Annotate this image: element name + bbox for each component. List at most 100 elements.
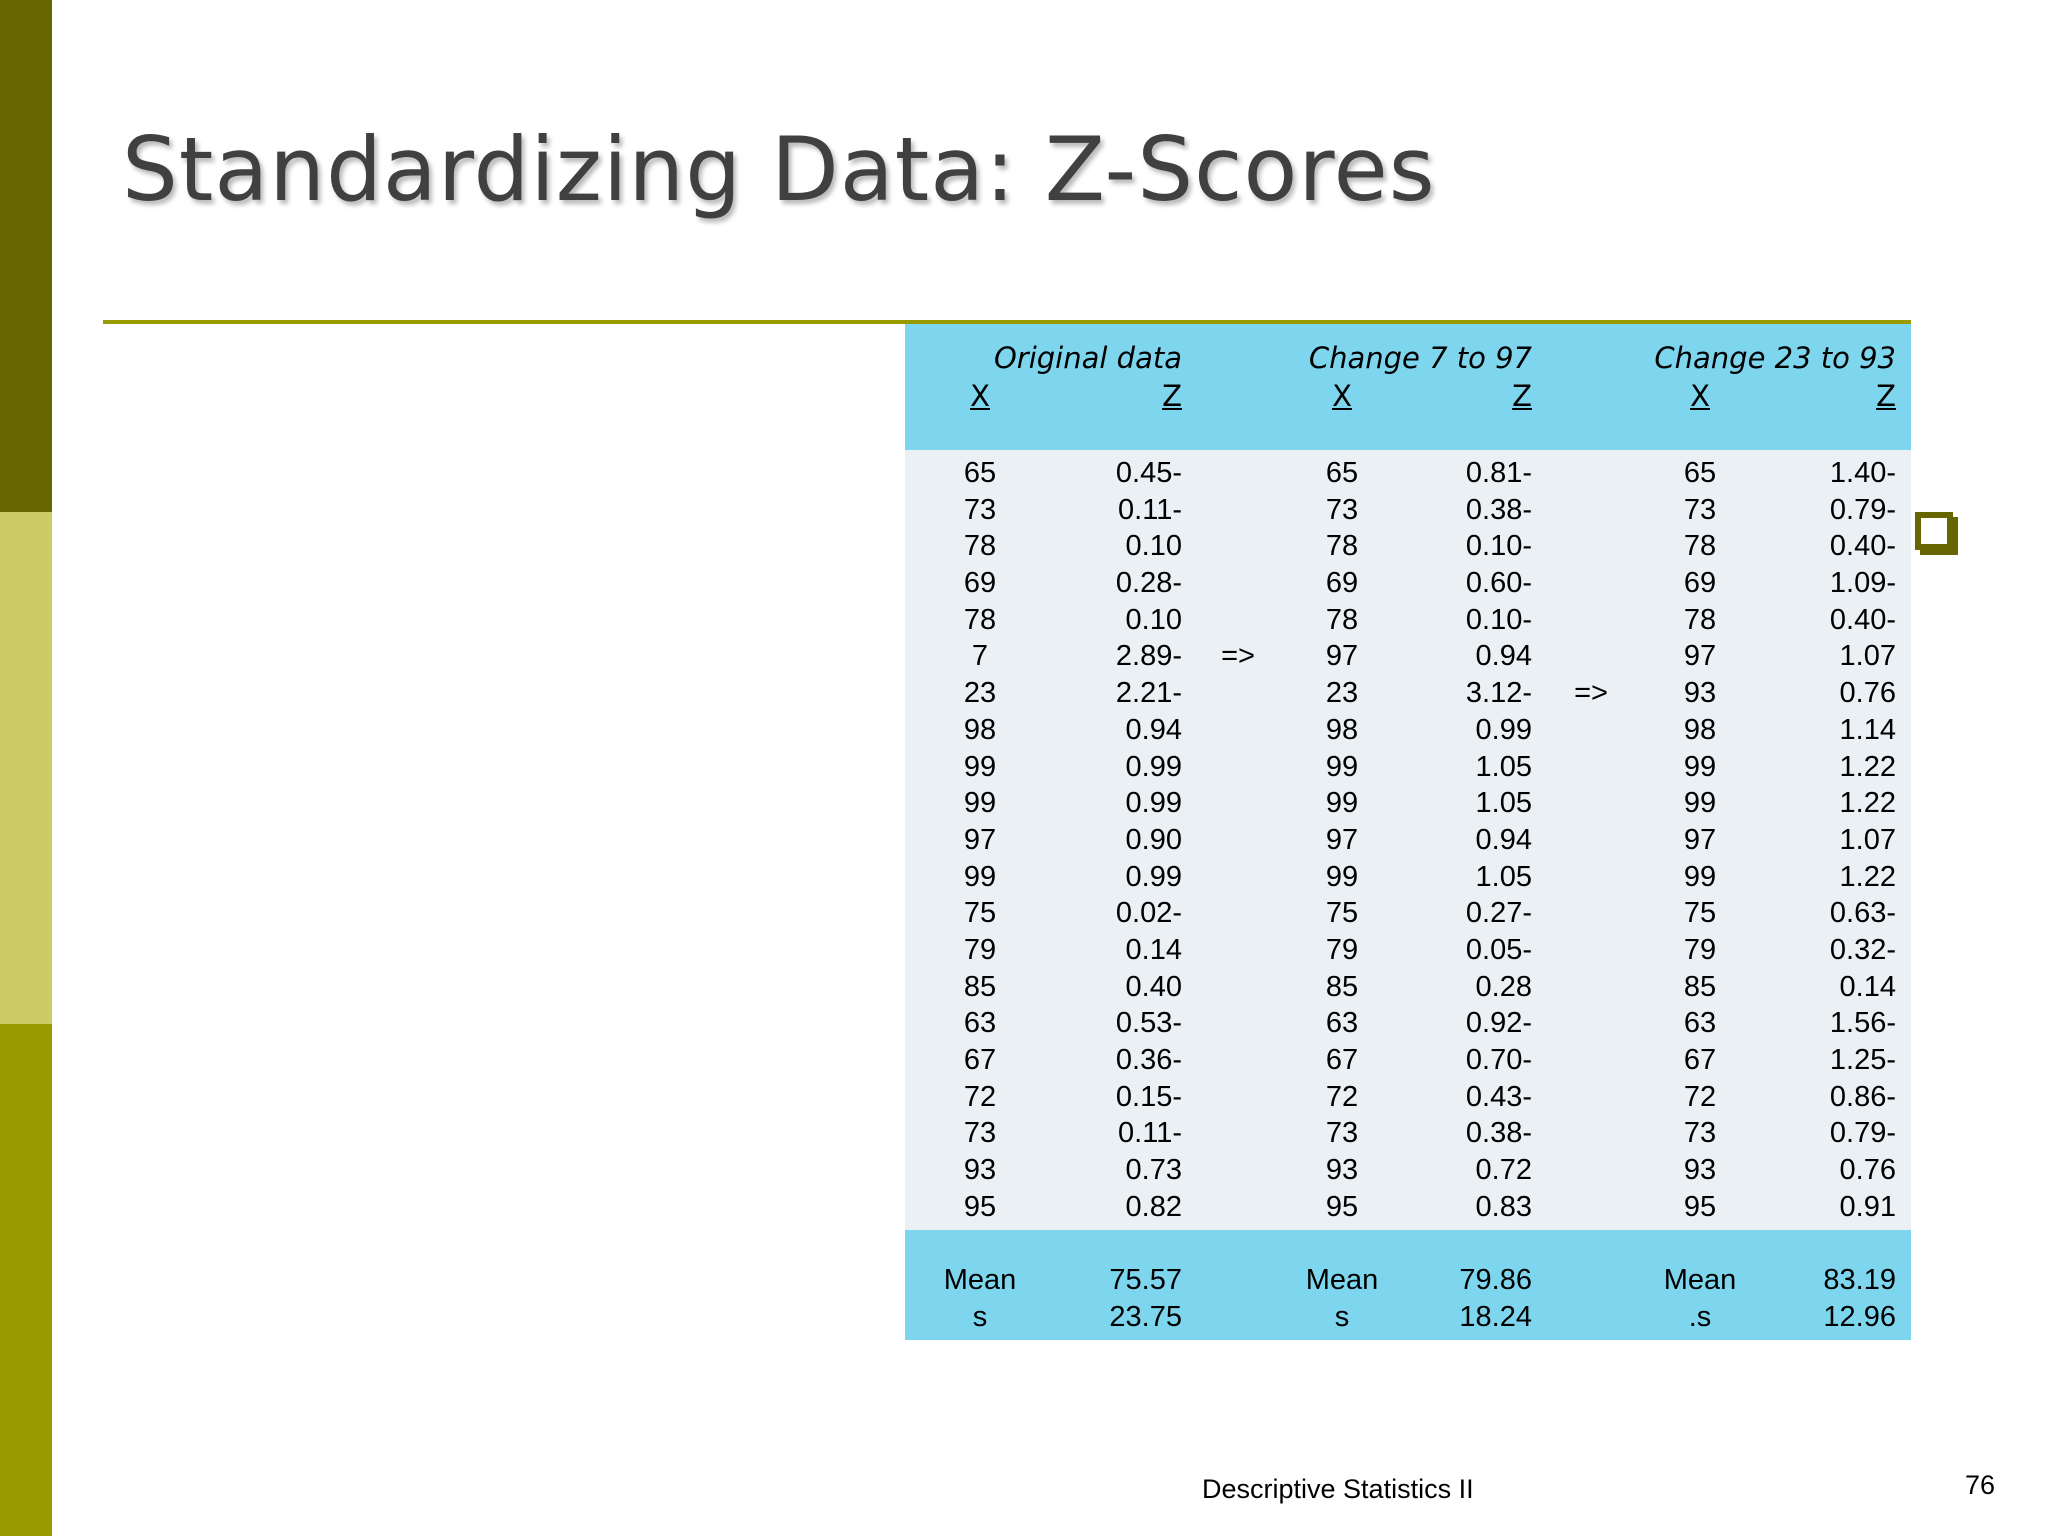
cell-x3: 65 — [1683, 457, 1717, 489]
cell-z2: 0.72 — [1475, 1154, 1532, 1187]
cell-z3: 0.14 — [1839, 970, 1896, 1003]
cell-x1: 85 — [963, 970, 997, 1003]
cell-z3: 0.32- — [1829, 933, 1896, 966]
cell-x3: 93 — [1683, 677, 1717, 710]
table-row: 93 0.73 93 0.72 93 0.76 — [905, 1152, 1911, 1189]
summary-cell-x3: Mean — [1663, 1264, 1737, 1297]
cell-z2: 0.83 — [1475, 1190, 1532, 1223]
table-row: 85 0.40 85 0.28 85 0.14 — [905, 969, 1911, 1006]
cell-z2: 0.27- — [1465, 897, 1532, 930]
cell-z1: 0.94 — [1125, 713, 1182, 746]
cell-x2: 95 — [1325, 1190, 1359, 1223]
cell-x1: 69 — [963, 567, 997, 600]
summary-cell-x2: s — [1334, 1301, 1350, 1334]
summary-cell-z1: 23.75 — [1109, 1301, 1182, 1334]
cell-x3: 78 — [1683, 530, 1717, 563]
cell-z2: 0.28 — [1475, 970, 1532, 1003]
cell-x2: 63 — [1325, 1007, 1359, 1040]
cell-z2: 0.99 — [1475, 713, 1532, 746]
cell-x3: 67 — [1683, 1044, 1717, 1076]
cell-z2: 3.12- — [1465, 677, 1532, 710]
cell-z2: 0.38- — [1465, 1117, 1532, 1150]
cell-x1: 98 — [963, 713, 997, 746]
cell-z2: 0.43- — [1465, 1080, 1532, 1113]
summary-cell-x3: .s — [1688, 1301, 1712, 1334]
table-summary: Mean 75.57 Mean 79.86 Mean 83.19 s 23.75 s 18.24.… — [905, 1230, 1911, 1341]
cell-x2: 97 — [1325, 640, 1359, 673]
cell-z2: 1.05 — [1475, 750, 1532, 783]
cell-z3: 0.86- — [1829, 1080, 1896, 1113]
table-row: 78 0.10 78 0.10- 78 0.40- — [905, 528, 1911, 565]
column-header-x: X — [1332, 379, 1352, 413]
cell-x1: 97 — [963, 823, 997, 856]
cell-x2: 78 — [1325, 530, 1359, 563]
table-row: 98 0.94 98 0.99 98 1.14 — [905, 712, 1911, 749]
zscore-table: Original data Change 7 to 97 Change 23 t… — [905, 324, 1911, 1341]
table-row: 63 0.53- 63 0.92- 63 1.56- — [905, 1005, 1911, 1042]
table-row: 67 0.36- 67 0.70- 67 1.25- — [905, 1042, 1911, 1079]
cell-z2: 0.92- — [1465, 1007, 1532, 1040]
arrow-a1: => — [1221, 640, 1255, 673]
cell-x1: 67 — [963, 1044, 997, 1076]
cell-x2: 99 — [1325, 860, 1359, 893]
cell-x2: 93 — [1325, 1154, 1359, 1187]
cell-z1: 0.36- — [1115, 1044, 1182, 1076]
cell-z1: 0.53- — [1115, 1007, 1182, 1040]
cell-z2: 0.94 — [1475, 823, 1532, 856]
page-number: 76 — [1965, 1470, 1996, 1500]
cell-z2: 0.05- — [1465, 933, 1532, 966]
summary-cell-z1: 75.57 — [1109, 1264, 1182, 1297]
slide-footer: Descriptive Statistics II — [1202, 1474, 1474, 1504]
cell-z2: 0.94 — [1475, 640, 1532, 673]
cell-z2: 1.05 — [1475, 787, 1532, 820]
cell-x1: 72 — [963, 1080, 997, 1113]
cell-z3: 1.09- — [1829, 567, 1896, 600]
table-row: 65 0.45- 65 0.81- 65 1.40- — [905, 455, 1911, 492]
cell-x2: 72 — [1325, 1080, 1359, 1113]
cell-x2: 79 — [1325, 933, 1359, 966]
cell-z3: 1.22 — [1839, 750, 1896, 783]
table-row: 75 0.02- 75 0.27- 75 0.63- — [905, 895, 1911, 932]
cell-x3: 99 — [1683, 787, 1717, 820]
group-header-change-7: Change 7 to 97 — [1308, 341, 1532, 375]
cell-z1: 0.14 — [1125, 933, 1182, 966]
cell-x1: 99 — [963, 860, 997, 893]
summary-cell-z2: 18.24 — [1459, 1301, 1532, 1334]
table-row: 69 0.28- 69 0.60- 69 1.09- — [905, 565, 1911, 602]
cell-z2: 1.05 — [1475, 860, 1532, 893]
cell-x1: 23 — [963, 677, 997, 710]
cell-x1: 93 — [963, 1154, 997, 1187]
cell-z3: 0.40- — [1829, 603, 1896, 636]
cell-z1: 0.10 — [1125, 530, 1182, 563]
cell-x2: 73 — [1325, 493, 1359, 526]
cell-x2: 23 — [1325, 677, 1359, 710]
cell-x2: 65 — [1325, 457, 1359, 489]
cell-z2: 0.10- — [1465, 603, 1532, 636]
title-underline — [103, 320, 1911, 324]
cell-x3: 75 — [1683, 897, 1717, 930]
cell-x3: 95 — [1683, 1190, 1717, 1223]
cell-z1: 0.28- — [1115, 567, 1182, 600]
table-row: 73 0.11- 73 0.38- 73 0.79- — [905, 492, 1911, 529]
cell-x1: 65 — [963, 457, 997, 489]
cell-x1: 78 — [963, 530, 997, 563]
mean-row: Mean 75.57 Mean 79.86 Mean 83.19 — [905, 1262, 1911, 1299]
group-header-original: Original data — [993, 341, 1182, 375]
cell-x3: 97 — [1683, 823, 1717, 856]
cell-z1: 0.45- — [1115, 457, 1182, 489]
cell-x1: 75 — [963, 897, 997, 930]
cell-x3: 69 — [1683, 567, 1717, 600]
cell-x1: 99 — [963, 787, 997, 820]
table-row: 79 0.14 79 0.05- 79 0.32- — [905, 932, 1911, 969]
cell-z3: 0.79- — [1829, 493, 1896, 526]
sidebar-band-top — [0, 0, 52, 512]
table-row: 73 0.11- 73 0.38- 73 0.79- — [905, 1115, 1911, 1152]
sidebar-band-bottom — [0, 1024, 52, 1536]
column-header-z: Z — [1512, 379, 1532, 413]
summary-cell-x1: s — [972, 1301, 988, 1334]
cell-z3: 1.56- — [1829, 1007, 1896, 1040]
cell-z3: 1.07 — [1839, 823, 1896, 856]
summary-cell-z2: 79.86 — [1459, 1264, 1532, 1297]
cell-x3: 79 — [1683, 933, 1717, 966]
cell-z1: 0.99 — [1125, 787, 1182, 820]
